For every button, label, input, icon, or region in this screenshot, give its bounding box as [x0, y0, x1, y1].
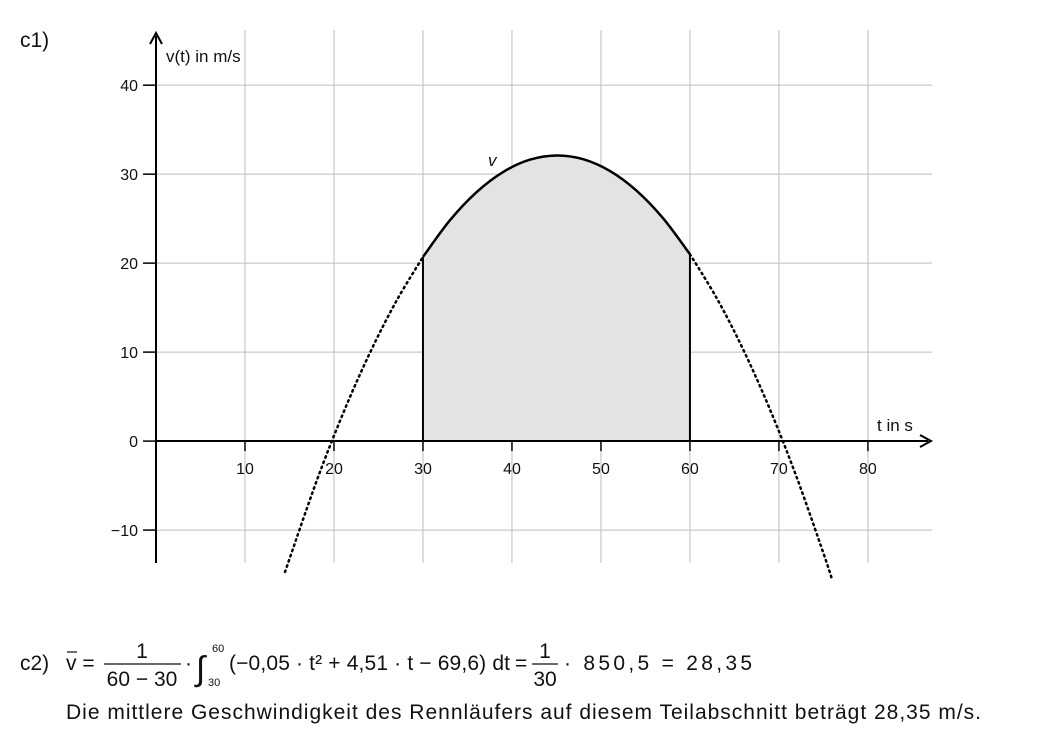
x-tick-label: 50	[592, 461, 610, 478]
x-tick-label: 20	[325, 461, 343, 478]
task-label: c1)	[20, 29, 49, 52]
integrand: (−0,05 · t² + 4,51 · t − 69,6) dt	[229, 652, 510, 675]
solution: c2) v = 1 60 − 30 · ∫ 60 30 (−0,05 · t² …	[20, 640, 981, 724]
result: · 850,5 = 28,35	[564, 652, 752, 675]
dot: ·	[185, 652, 192, 675]
y-tick-label: 10	[120, 345, 138, 362]
curve-label: v	[488, 151, 498, 170]
x-tick-label: 10	[236, 461, 254, 478]
integral-sign: ∫	[194, 650, 207, 688]
y-tick-label: 20	[120, 256, 138, 273]
integral-upper: 60	[212, 643, 224, 655]
fraction-numerator: 1	[136, 640, 148, 663]
x-tick-label: 30	[414, 461, 432, 478]
sentence: Die mittlere Geschwindigkeit des Rennläu…	[66, 701, 981, 724]
fraction-denominator: 60 − 30	[107, 668, 178, 691]
equals: =	[515, 652, 527, 675]
y-tick-label: 0	[129, 434, 138, 451]
integral-lower: 30	[208, 677, 220, 689]
y-arrow	[149, 30, 163, 45]
curve-dotted	[688, 252, 834, 582]
shaded-area	[422, 155, 690, 442]
lhs: v =	[66, 652, 95, 675]
fraction-numerator: 1	[539, 640, 551, 663]
x-tick-label: 60	[681, 461, 699, 478]
fraction-denominator: 30	[533, 668, 556, 691]
y-tick-label: −10	[111, 523, 138, 540]
solution-label: c2)	[20, 652, 49, 675]
curve-dotted	[283, 255, 425, 574]
x-arrow	[919, 434, 934, 448]
y-axis-label: v(t) in m/s	[166, 47, 241, 66]
curve	[421, 154, 691, 258]
x-tick-label: 40	[503, 461, 521, 478]
x-tick-label: 80	[859, 461, 877, 478]
y-tick-label: 30	[120, 167, 138, 184]
x-tick-label: 70	[770, 461, 788, 478]
y-tick-label: 40	[120, 78, 138, 95]
x-axis-label: t in s	[877, 416, 913, 435]
plot	[283, 154, 834, 582]
